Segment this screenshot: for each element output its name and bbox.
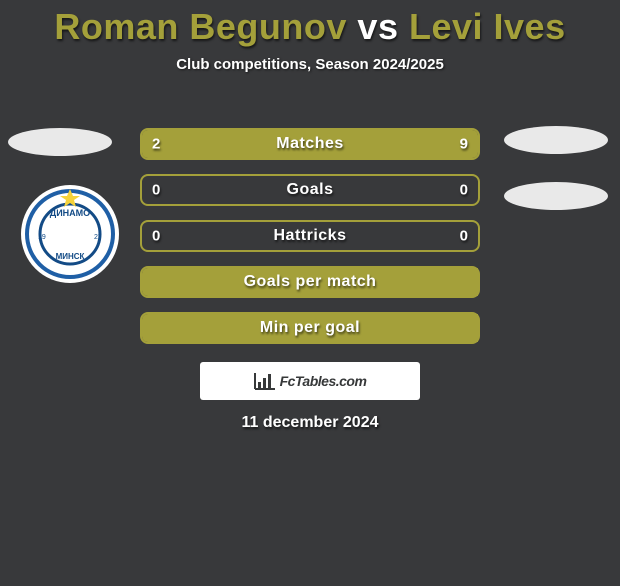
svg-text:МИНСК: МИНСК [56,252,85,261]
player2-avatar-placeholder [504,126,608,154]
player1-name: Roman Begunov [54,6,347,47]
stat-value-right: 9 [460,136,468,153]
player1-avatar-placeholder [8,128,112,156]
source-attribution: FcTables.com [200,362,420,400]
comparison-title: Roman Begunov vs Levi Ives [0,6,620,48]
player1-club-badge: ДИНАМО МИНСК 19 27 [20,184,120,284]
stat-label: Min per goal [260,319,360,337]
stat-row: Goals 0 0 [140,174,480,206]
stat-label: Goals [287,181,334,199]
generation-date: 11 december 2024 [0,414,620,432]
stat-row: Min per goal [140,312,480,344]
svg-text:27: 27 [94,234,102,241]
svg-text:ДИНАМО: ДИНАМО [50,208,90,218]
player2-club-placeholder [504,182,608,210]
stat-label: Goals per match [244,273,377,291]
source-text: FcTables.com [280,373,367,389]
stat-value-right: 0 [460,228,468,245]
vs-label: vs [357,6,398,47]
stat-value-left: 0 [152,182,160,199]
dinamo-minsk-crest-icon: ДИНАМО МИНСК 19 27 [20,184,120,284]
bar-chart-icon [254,372,276,390]
stat-value-right: 0 [460,182,468,199]
subtitle: Club competitions, Season 2024/2025 [0,56,620,73]
svg-text:19: 19 [38,234,46,241]
stat-value-left: 2 [152,136,160,153]
stat-row: Goals per match [140,266,480,298]
stat-value-left: 0 [152,228,160,245]
stats-rows-container: Matches 2 9 Goals 0 0 Hattricks 0 0 Goals per mat… [140,128,480,358]
stat-row: Matches 2 9 [140,128,480,160]
stat-label: Hattricks [274,227,347,245]
stat-label: Matches [276,135,344,153]
stat-row: Hattricks 0 0 [140,220,480,252]
player2-name: Levi Ives [409,6,566,47]
